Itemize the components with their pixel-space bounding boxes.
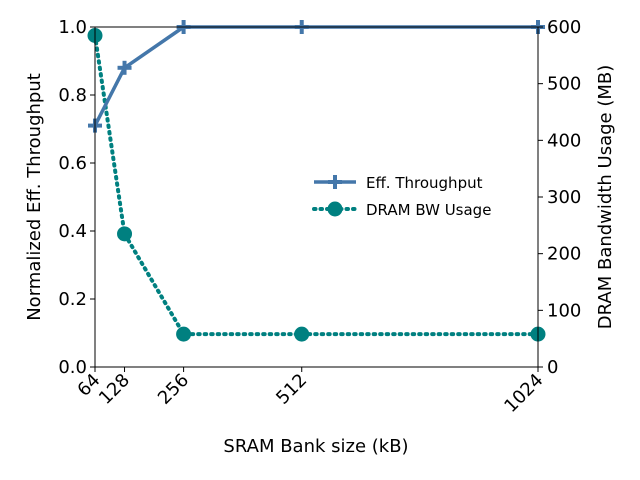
data-point: [176, 326, 192, 342]
y-right-tick-label: 400: [547, 130, 581, 151]
series-eff-throughput: [88, 20, 545, 133]
x-tick-label: 256: [154, 370, 193, 409]
y-left-tick-label: 0.4: [58, 221, 87, 242]
legend-marker: [328, 175, 342, 189]
y-left-tick-label: 0.8: [58, 85, 87, 106]
data-point: [294, 326, 310, 342]
y-right-tick-label: 500: [547, 74, 581, 95]
x-tick-label: 512: [272, 370, 311, 409]
legend-box: [305, 163, 529, 227]
x-axis-title: SRAM Bank size (kB): [223, 436, 408, 457]
y-left-tick-label: 0.6: [58, 153, 87, 174]
legend-entry-dram-bw-usage: [312, 201, 358, 217]
y-axis-left-title: Normalized Eff. Throughput: [24, 73, 45, 321]
legend: Eff. Throughput DRAM BW Usage: [305, 163, 529, 227]
y-left-tick-label: 1.0: [58, 17, 87, 38]
y-right-tick-label: 0: [547, 357, 558, 378]
data-point: [117, 60, 132, 75]
y-axis-right-title: DRAM Bandwidth Usage (MB): [595, 65, 616, 329]
legend-label-eff-throughput: Eff. Throughput: [366, 174, 483, 192]
x-tick-label: 1024: [500, 370, 547, 417]
y-left-tick-label: 0.2: [58, 289, 87, 310]
y-right-tick-label: 100: [547, 300, 581, 321]
y-right-tick-label: 300: [547, 187, 581, 208]
series-line-eff-throughput: [93, 25, 538, 127]
y-left-tick-label: 0.0: [58, 357, 87, 378]
legend-marker: [327, 201, 343, 217]
y-right-tick-label: 200: [547, 244, 581, 265]
legend-entry-eff-throughput: [314, 175, 356, 189]
legend-label-dram-bw-usage: DRAM BW Usage: [366, 201, 491, 219]
x-tick-label: 128: [95, 370, 134, 409]
y-right-tick-label: 600: [547, 17, 581, 38]
data-point: [117, 226, 133, 242]
